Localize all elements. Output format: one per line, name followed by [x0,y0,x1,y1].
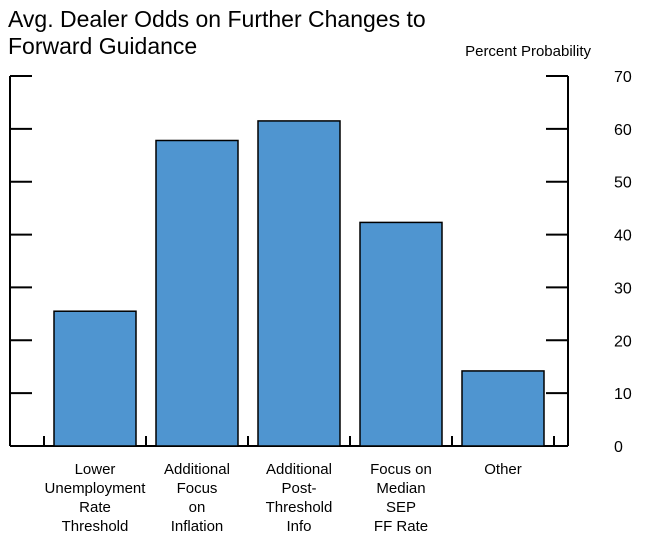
x-tick-label-1-line-1: Focus [177,480,218,497]
y-tick-label-1: 10 [614,386,632,403]
y-tick-label-3: 30 [614,280,632,297]
y-tick-label-6: 60 [614,122,632,139]
bar-2 [257,120,341,447]
chart-title-line-1: Avg. Dealer Odds on Further Changes to [8,6,426,32]
chart-title-line-2: Forward Guidance [8,33,198,59]
bar-3 [359,221,443,447]
x-tick-label-1-line-2: on [189,499,206,516]
x-tick-label-0-line-0: Lower [75,461,116,478]
x-tick-label-2-line-3: Info [286,518,311,535]
y-tick-label-7: 70 [614,69,632,86]
x-tick-label-4-line-0: Other [484,461,522,478]
bar-0 [53,310,137,447]
x-tick-label-3-line-0: Focus on [370,461,432,478]
x-tick-label-1-line-3: Inflation [171,518,224,535]
x-tick-label-2-line-1: Post- [281,480,316,497]
x-tick-label-3: Focus on Median SEP FF Rate [370,461,432,535]
y-tick-label-2: 20 [614,333,632,350]
x-tick-label-1-line-0: Additional [164,461,230,478]
x-tick-label-4: Other [484,461,522,478]
x-tick-label-0-line-1: Unemployment [45,480,147,497]
chart-title: Avg. Dealer Odds on Further Changes to F… [8,6,568,60]
x-tick-label-3-line-2: SEP [386,499,416,516]
bar-4 [461,370,545,447]
x-tick-label-0-line-3: Threshold [62,518,129,535]
x-tick-label-3-line-3: FF Rate [374,518,428,535]
x-tick-label-2-line-0: Additional [266,461,332,478]
bar-1 [155,139,239,447]
x-tick-label-0-line-2: Rate [79,499,111,516]
x-tick-label-2-line-2: Threshold [266,499,333,516]
x-tick-label-2: Additional Post- Threshold Info [266,461,333,535]
x-tick-label-0: Lower Unemployment Rate Threshold [45,461,147,535]
x-tick-label-1: Additional Focus on Inflation [164,461,230,535]
x-tick-label-3-line-1: Median [376,480,425,497]
y-tick-label-0: 0 [614,439,623,456]
y-axis-label: Percent Probability [465,43,591,60]
y-tick-label-5: 50 [614,175,632,192]
y-tick-label-4: 40 [614,228,632,245]
